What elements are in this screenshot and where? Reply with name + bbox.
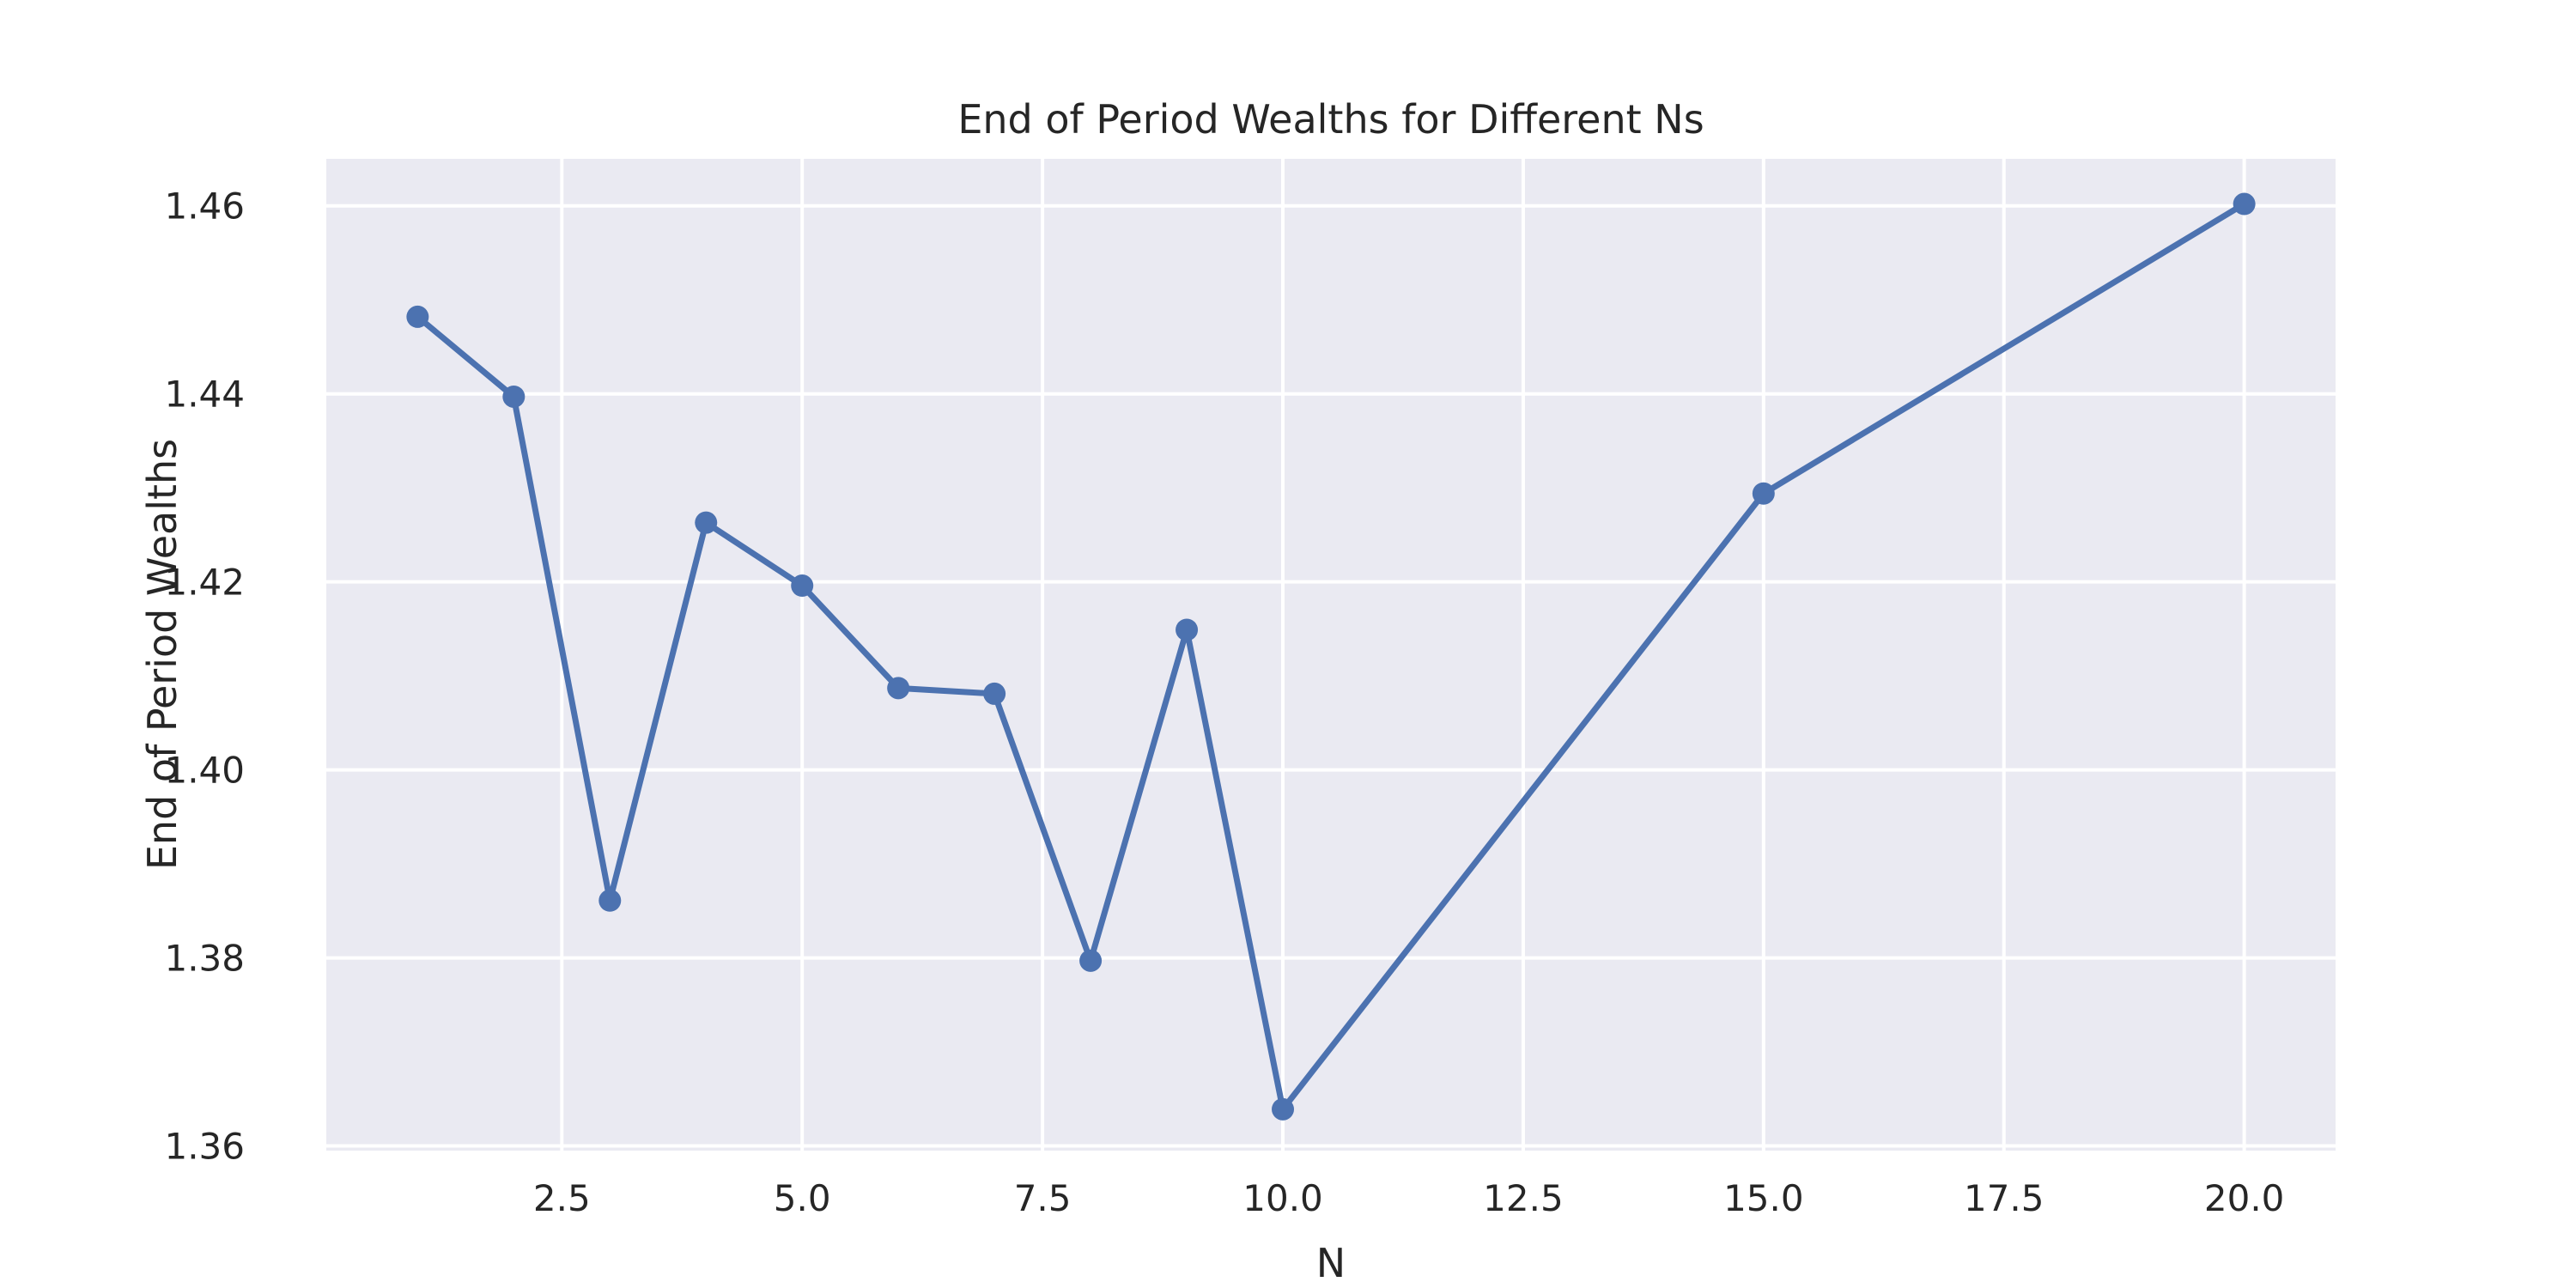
data-point [1079,949,1103,972]
x-tick-label: 10.0 [1242,1177,1323,1219]
x-tick-label: 7.5 [1014,1177,1072,1219]
data-point [1752,482,1775,505]
x-tick-label: 17.5 [1964,1177,2044,1219]
y-tick-label: 1.46 [164,185,245,228]
y-axis-label: End of Period Wealths [139,439,185,870]
series-line [414,201,2248,1113]
y-tick-label: 1.40 [164,750,245,792]
plot-area [326,159,2336,1151]
x-tick-label: 2.5 [533,1177,591,1219]
data-point [598,889,622,912]
x-gridlines [560,159,2246,1151]
y-tick-label: 1.44 [164,374,245,416]
y-tick-labels: 1.36 1.38 1.40 1.42 1.44 1.46 [164,185,245,1168]
data-point [1176,618,1199,641]
x-tick-label: 20.0 [2204,1177,2285,1219]
chart-title: End of Period Wealths for Different Ns [957,96,1704,143]
data-point [406,305,429,328]
y-gridlines [326,204,2336,1148]
x-tick-label: 5.0 [774,1177,831,1219]
data-point [887,677,910,700]
x-tick-label: 15.0 [1723,1177,1804,1219]
x-axis-label: N [1316,1240,1346,1286]
x-tick-labels: 2.5 5.0 7.5 10.0 12.5 15.0 17.5 20.0 [533,1177,2284,1219]
y-tick-label: 1.42 [164,562,245,604]
data-point [983,682,1006,705]
data-point [2233,192,2256,216]
y-tick-label: 1.36 [164,1126,245,1168]
data-point [1272,1097,1295,1121]
data-point [791,574,814,598]
data-point [695,511,718,534]
data-point [502,385,526,408]
series-layer [406,192,2256,1121]
x-tick-label: 12.5 [1483,1177,1564,1219]
y-tick-label: 1.38 [164,938,245,980]
